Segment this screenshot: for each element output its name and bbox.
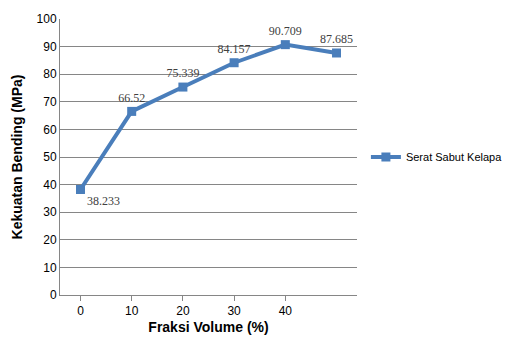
svg-text:38.233: 38.233 <box>87 194 120 208</box>
svg-text:70: 70 <box>43 95 57 109</box>
svg-text:40: 40 <box>43 178 57 192</box>
svg-text:Kekuatan Bending (MPa): Kekuatan Bending (MPa) <box>9 75 25 240</box>
svg-text:0: 0 <box>50 288 57 302</box>
svg-text:Serat Sabut Kelapa: Serat Sabut Kelapa <box>406 151 502 163</box>
svg-text:30: 30 <box>227 304 241 318</box>
svg-text:10: 10 <box>43 261 57 275</box>
svg-text:10: 10 <box>125 304 139 318</box>
svg-text:87.685: 87.685 <box>320 32 353 46</box>
svg-text:60: 60 <box>43 123 57 137</box>
svg-text:90: 90 <box>43 40 57 54</box>
svg-text:80: 80 <box>43 67 57 81</box>
svg-text:75.339: 75.339 <box>166 66 199 80</box>
svg-text:20: 20 <box>43 233 57 247</box>
svg-text:0: 0 <box>77 304 84 318</box>
svg-text:100: 100 <box>37 12 57 26</box>
svg-text:40: 40 <box>279 304 293 318</box>
svg-text:90.709: 90.709 <box>269 24 302 38</box>
svg-text:20: 20 <box>176 304 190 318</box>
svg-text:30: 30 <box>43 205 57 219</box>
svg-text:50: 50 <box>43 150 57 164</box>
svg-text:Fraksi Volume (%): Fraksi Volume (%) <box>148 319 268 335</box>
svg-text:84.157: 84.157 <box>218 42 251 56</box>
svg-text:66.52: 66.52 <box>118 91 145 105</box>
